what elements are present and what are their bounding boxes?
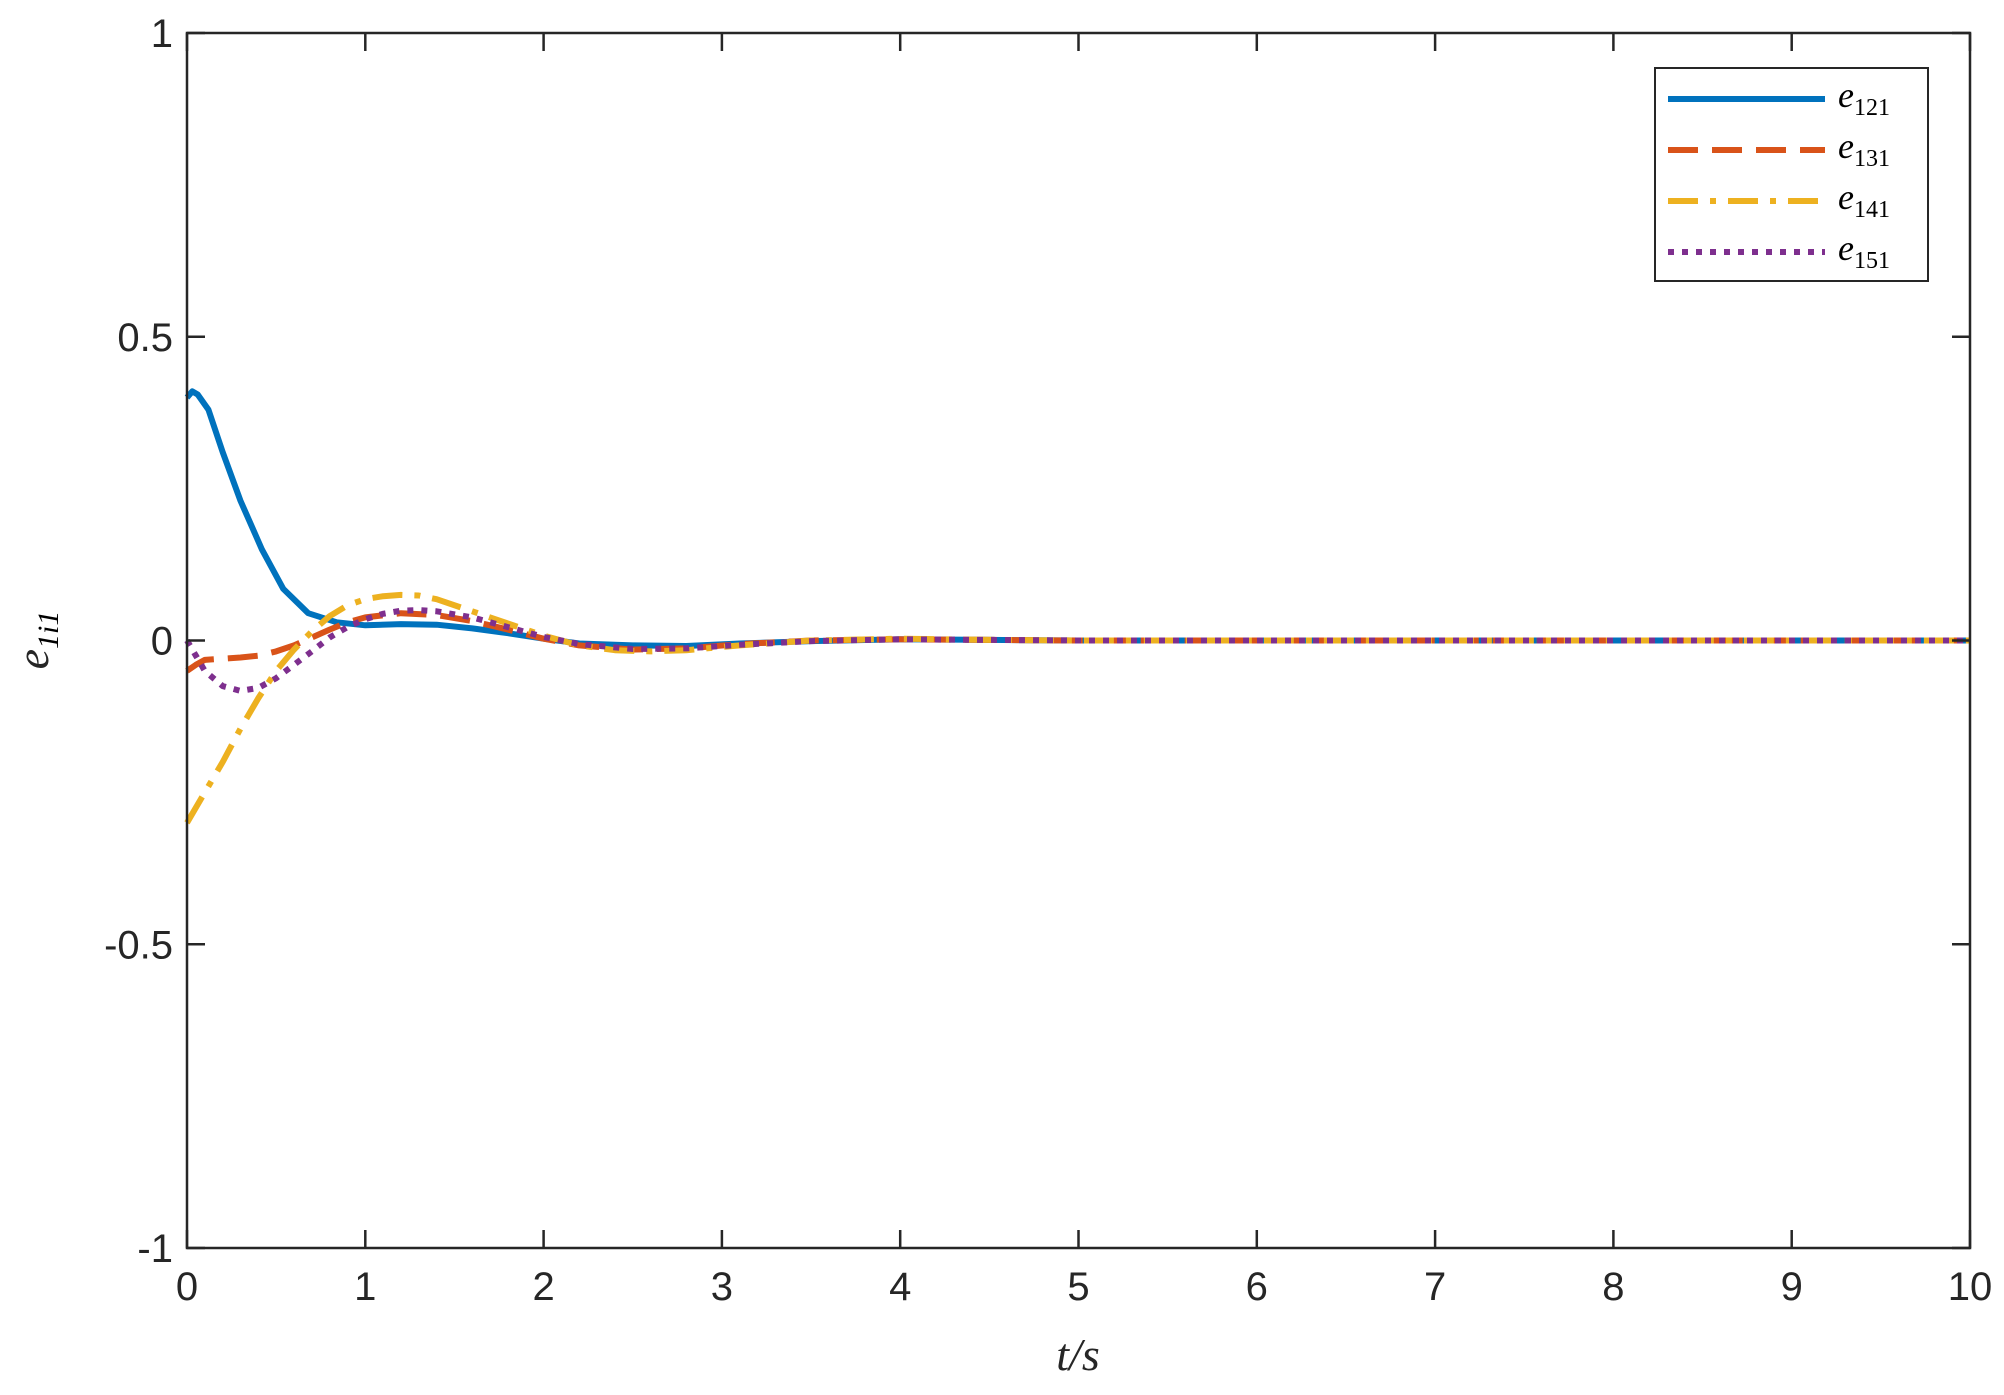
legend-label-e131: e131 (1838, 126, 1890, 172)
series-layer (184, 388, 1970, 825)
svg-text:e1i1: e1i1 (7, 611, 65, 670)
x-tick-label: 10 (1948, 1265, 1993, 1309)
legend-label-e121: e121 (1838, 75, 1890, 121)
y-tick-label: 0 (151, 620, 173, 664)
x-tick-label: 9 (1781, 1265, 1803, 1309)
legend-box (1654, 67, 1929, 282)
x-tick-label: 5 (1067, 1265, 1089, 1309)
series-line-e141 (184, 591, 1970, 825)
x-tick-label: 6 (1246, 1265, 1268, 1309)
x-tick-label: 7 (1424, 1265, 1446, 1309)
x-tick-label: 2 (532, 1265, 554, 1309)
legend: e121 e131 e141 e151 (1654, 67, 1929, 282)
y-tick-label: 0.5 (117, 316, 173, 360)
x-tick-label: 1 (354, 1265, 376, 1309)
tick-labels-layer: 0 1 2 3 4 5 6 7 8 9 10 -1 -0.5 0 0.5 1 (104, 12, 1992, 1309)
y-axis-label-base: e (7, 649, 58, 669)
x-axis-label: t/s (1056, 1329, 1099, 1380)
x-tick-label: 3 (711, 1265, 733, 1309)
y-axis-label: e1i1 (7, 611, 65, 670)
x-tick-label: 8 (1602, 1265, 1624, 1309)
legend-label-e151: e151 (1838, 228, 1890, 274)
series-line-e151 (184, 607, 1970, 694)
x-tick-label: 4 (889, 1265, 911, 1309)
legend-label-e141: e141 (1838, 177, 1890, 223)
x-tick-label: 0 (176, 1265, 198, 1309)
y-tick-label: -0.5 (104, 923, 173, 967)
y-tick-label: -1 (137, 1227, 173, 1271)
axes-box (185, 31, 1972, 1250)
y-axis-label-sub: 1i1 (32, 611, 65, 649)
series-line-e121 (184, 388, 1970, 649)
y-tick-label: 1 (151, 12, 173, 56)
